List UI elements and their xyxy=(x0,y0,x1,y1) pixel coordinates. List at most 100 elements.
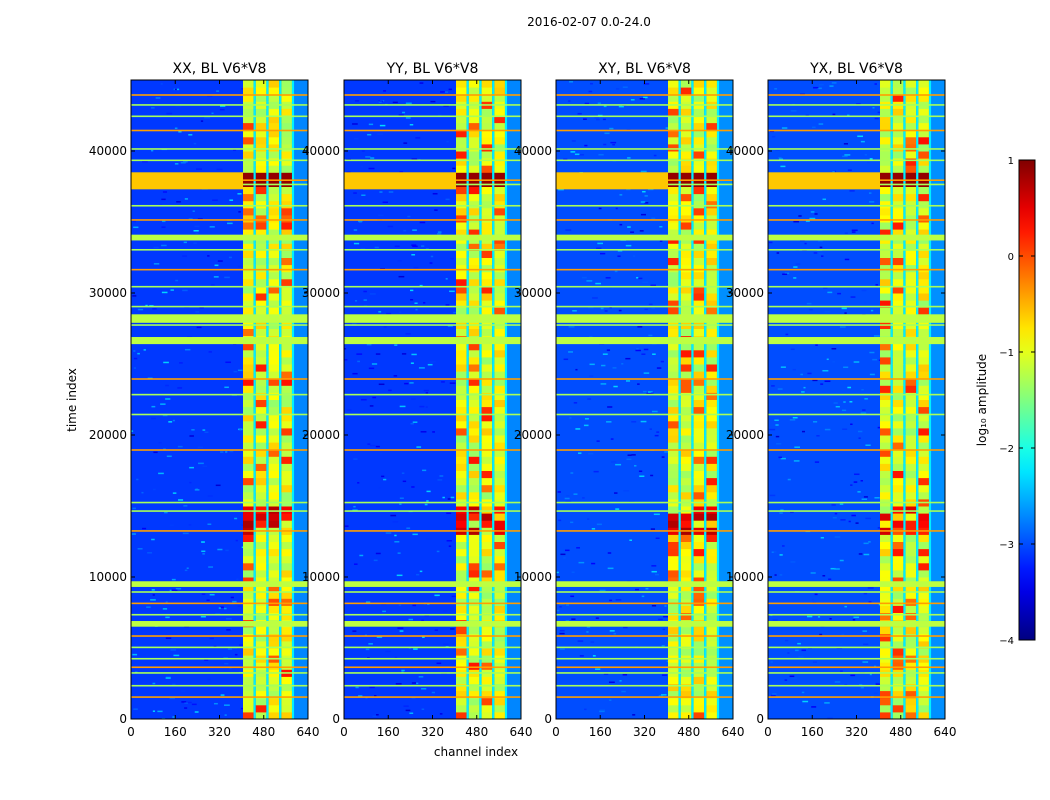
band-cell xyxy=(918,214,929,223)
noise-cell xyxy=(812,126,816,129)
noise-cell xyxy=(578,506,582,509)
band-cell xyxy=(268,406,280,415)
noise-cell xyxy=(352,123,358,125)
band-cell xyxy=(494,151,505,159)
noise-cell xyxy=(402,111,406,114)
band-cell xyxy=(905,427,917,436)
band-cell xyxy=(468,427,480,436)
noise-cell xyxy=(421,245,425,247)
noise-cell xyxy=(398,275,405,278)
noise-cell xyxy=(596,118,600,121)
band-cell xyxy=(468,356,480,365)
band-cell xyxy=(706,399,717,408)
band-cell xyxy=(918,513,929,521)
band-cell xyxy=(706,115,717,124)
noise-cell xyxy=(770,694,776,697)
band-cell xyxy=(481,711,493,719)
band-cell xyxy=(693,378,705,386)
band-cell xyxy=(468,406,480,415)
noise-cell xyxy=(386,312,392,315)
band-cell xyxy=(905,413,917,422)
rfi-row xyxy=(768,285,945,288)
noise-cell xyxy=(560,553,566,556)
band-cell xyxy=(268,470,280,479)
band-cell xyxy=(918,87,929,95)
band-cell xyxy=(468,676,480,684)
band-cell xyxy=(456,520,467,528)
noise-cell xyxy=(810,572,816,574)
noise-cell xyxy=(584,418,589,420)
noise-cell xyxy=(768,241,773,244)
band-cell xyxy=(268,626,280,635)
band-cell xyxy=(456,711,467,719)
band-cell xyxy=(268,364,280,372)
band-cell xyxy=(481,591,493,599)
band-cell xyxy=(680,300,692,308)
band-cell xyxy=(680,349,692,358)
band-cell xyxy=(880,470,891,479)
noise-cell xyxy=(844,312,847,314)
noise-cell xyxy=(376,714,379,716)
rfi-band xyxy=(131,337,308,345)
noise-cell xyxy=(153,263,160,265)
band-cell xyxy=(693,626,705,635)
band-cell xyxy=(255,399,267,408)
noise-cell xyxy=(660,360,664,363)
noise-cell xyxy=(367,657,370,659)
band-cell xyxy=(468,349,480,358)
noise-cell xyxy=(858,437,861,439)
band-cell xyxy=(880,506,891,514)
band-cell xyxy=(281,484,292,493)
band-cell xyxy=(693,172,705,180)
band-cell xyxy=(268,633,280,642)
band-cell xyxy=(668,151,679,159)
noise-cell xyxy=(617,255,621,257)
x-tick-label: 640 xyxy=(722,725,745,739)
x-tick-label: 0 xyxy=(764,725,772,739)
band-cell xyxy=(668,207,679,216)
noise-cell xyxy=(409,382,414,384)
noise-cell xyxy=(225,549,229,552)
noise-cell xyxy=(201,541,205,543)
noise-cell xyxy=(610,141,617,144)
band-cell xyxy=(668,548,679,557)
band-cell xyxy=(481,250,493,258)
rfi-band xyxy=(556,581,733,587)
band-cell xyxy=(693,577,705,585)
noise-cell xyxy=(813,86,819,89)
band-cell xyxy=(892,463,904,471)
band-cell xyxy=(918,562,929,571)
band-cell xyxy=(456,371,467,379)
band-cell xyxy=(468,449,480,457)
noise-cell xyxy=(853,361,860,363)
band-cell xyxy=(268,442,280,450)
noise-cell xyxy=(558,519,562,522)
rfi-band xyxy=(556,314,733,323)
band-cell xyxy=(668,442,679,450)
band-cell xyxy=(680,108,692,116)
band-cell xyxy=(693,420,705,429)
noise-cell xyxy=(196,326,202,329)
noise-cell xyxy=(435,596,439,598)
band-cell xyxy=(243,633,254,642)
band-cell xyxy=(693,534,705,542)
noise-cell xyxy=(864,154,868,156)
band-cell xyxy=(268,151,280,159)
band-cell xyxy=(706,229,717,237)
band-cell xyxy=(494,378,505,386)
noise-cell xyxy=(621,363,624,365)
band-cell xyxy=(456,307,467,315)
band-cell xyxy=(255,186,267,195)
noise-cell xyxy=(175,279,179,282)
band-cell xyxy=(243,470,254,479)
panel-title: YY, BL V6*V8 xyxy=(386,61,479,77)
noise-cell xyxy=(874,497,880,499)
noise-cell xyxy=(637,326,643,328)
band-cell xyxy=(243,555,254,564)
band-cell xyxy=(255,264,267,273)
noise-cell xyxy=(214,264,219,267)
noise-cell xyxy=(161,220,166,223)
noise-cell xyxy=(855,522,859,524)
band-cell xyxy=(468,591,480,599)
band-cell xyxy=(255,449,267,457)
